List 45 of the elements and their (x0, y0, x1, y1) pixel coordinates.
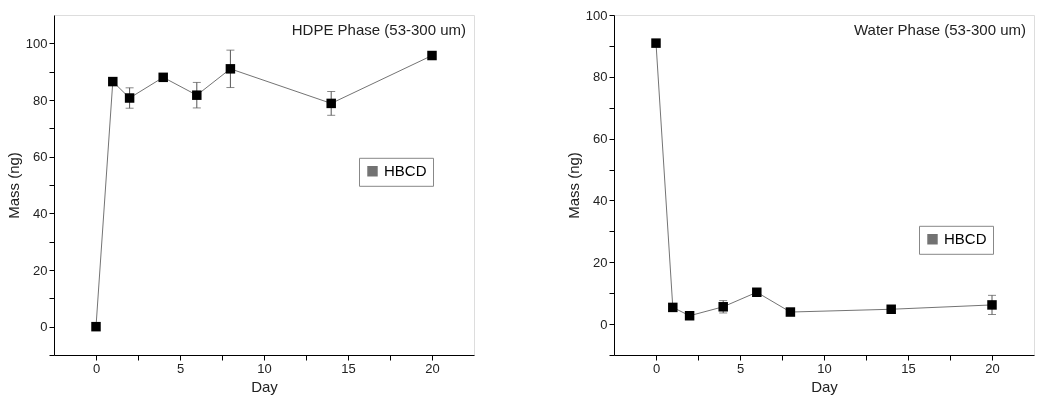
y-tick-label: 80 (593, 69, 608, 85)
point (91, 321, 101, 332)
y-tick-label: 20 (593, 254, 608, 270)
y-axis-title: Mass (ng) (564, 152, 582, 219)
y-tick-label: 60 (593, 131, 608, 147)
x-tick-label: 20 (985, 360, 1000, 376)
point (886, 304, 896, 314)
x-tick-label: 5 (736, 360, 745, 376)
x-tick-label: 15 (341, 360, 356, 376)
y-tick-label: 0 (40, 319, 48, 335)
legend-label: HBCD (384, 162, 427, 180)
point (192, 90, 202, 100)
y-tick-label: 40 (593, 192, 608, 208)
point (785, 307, 796, 317)
point (158, 72, 168, 83)
y-tick-label: 80 (33, 92, 48, 108)
x-tick-label: 10 (257, 360, 272, 376)
x-axis-title: Day (251, 377, 279, 395)
chart-title: Water Phase (53-300 um) (853, 21, 1026, 38)
point (668, 302, 678, 313)
point (108, 76, 118, 87)
point (987, 300, 997, 310)
y-tick-label: 20 (33, 262, 48, 278)
x-tick-label: 0 (652, 360, 661, 376)
point (651, 38, 661, 48)
point (427, 50, 437, 61)
y-axis-title: Mass (ng) (4, 152, 22, 219)
y-tick-label: 0 (600, 316, 608, 332)
point (752, 287, 762, 297)
x-tick-label: 5 (176, 360, 185, 376)
x-tick-label: 20 (425, 360, 440, 376)
point (326, 98, 336, 109)
x-tick-label: 10 (817, 360, 832, 376)
chart-title: HDPE Phase (53-300 um) (291, 21, 466, 38)
point (684, 311, 695, 321)
point (225, 64, 236, 74)
y-tick-label: 60 (33, 149, 48, 165)
y-tick-label: 100 (25, 35, 48, 51)
x-tick-label: 0 (92, 360, 101, 376)
point (124, 93, 135, 103)
y-tick-label: 40 (33, 205, 48, 221)
x-axis-title: Day (811, 377, 839, 395)
y-tick-label: 100 (585, 7, 608, 23)
legend-label: HBCD (944, 230, 987, 248)
x-tick-label: 15 (901, 360, 916, 376)
